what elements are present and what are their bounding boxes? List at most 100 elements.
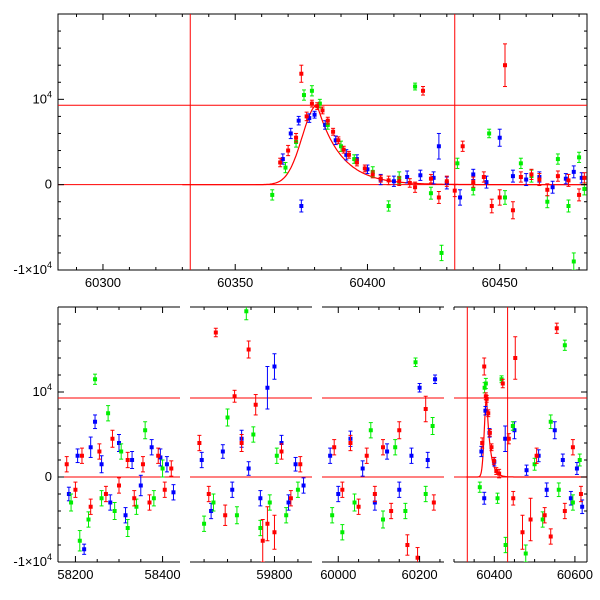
data-point-green [251, 426, 256, 443]
data-point-blue [405, 170, 410, 184]
data-point-red [407, 178, 412, 188]
data-point-green [532, 457, 537, 471]
data-point-green [439, 244, 444, 262]
marker [336, 492, 341, 496]
data-point-blue [158, 448, 163, 467]
marker [158, 455, 163, 460]
marker [284, 513, 289, 518]
marker [425, 458, 430, 462]
data-point-red [397, 421, 402, 440]
data-point-blue [563, 173, 568, 185]
marker [132, 496, 137, 501]
marker [571, 259, 576, 264]
marker [566, 178, 571, 183]
marker [197, 441, 202, 445]
marker [206, 492, 211, 496]
marker [563, 176, 568, 181]
marker [330, 513, 335, 518]
data-point-green [202, 515, 207, 532]
data-point-red [197, 434, 202, 452]
data-point-blue [497, 128, 502, 147]
marker [518, 161, 523, 166]
data-point-red [484, 394, 489, 403]
data-point-green [93, 373, 98, 385]
marker [534, 453, 539, 458]
data-point-blue [99, 455, 104, 474]
marker [391, 179, 396, 184]
marker [518, 174, 523, 179]
y-tick-label: 104 [33, 382, 52, 399]
data-point-green [386, 200, 391, 212]
marker [433, 377, 438, 382]
marker [486, 411, 491, 416]
marker [582, 175, 587, 180]
data-point-green [548, 414, 553, 430]
data-point-green [577, 453, 582, 467]
marker [315, 104, 320, 109]
data-point-green [267, 494, 272, 511]
marker [202, 521, 207, 526]
marker [296, 118, 301, 123]
marker [340, 487, 345, 492]
marker [372, 500, 377, 505]
marker [272, 364, 277, 369]
data-point-red [489, 198, 494, 214]
marker [301, 483, 306, 488]
marker [570, 445, 575, 450]
data-point-green [503, 190, 508, 205]
data-point-blue [524, 464, 529, 476]
data-point-red [79, 447, 84, 464]
data-point-blue [286, 494, 291, 511]
marker [298, 462, 303, 467]
marker [423, 407, 428, 411]
marker [542, 513, 547, 518]
marker [346, 152, 351, 157]
marker [500, 381, 505, 386]
marker [220, 449, 225, 454]
marker [555, 174, 560, 179]
data-point-red [578, 485, 583, 503]
data-point-red [272, 514, 277, 550]
data-point-red [125, 451, 130, 469]
marker [99, 462, 104, 467]
marker [497, 195, 502, 200]
axis-segment: 60400 60600 [453, 306, 593, 582]
data-point-blue [230, 481, 235, 498]
data-point-green [545, 195, 550, 209]
data-point-blue [149, 439, 154, 456]
data-point-blue [288, 127, 293, 140]
marker [253, 402, 258, 407]
data-point-green [570, 494, 575, 511]
marker [99, 496, 104, 501]
data-point-green [301, 89, 306, 101]
data-point-green [487, 128, 492, 139]
data-point-green [455, 157, 460, 169]
marker [413, 84, 418, 89]
data-point-red [423, 395, 428, 423]
marker [280, 157, 285, 162]
data-point-blue [82, 543, 87, 555]
marker [301, 93, 306, 98]
marker [88, 504, 93, 509]
marker [458, 195, 463, 200]
data-point-red [487, 428, 492, 437]
data-point-red [315, 102, 320, 111]
data-point-red [320, 106, 325, 115]
marker [479, 449, 484, 454]
marker [160, 466, 165, 471]
marker [471, 186, 476, 191]
data-point-green [428, 186, 433, 200]
data-point-green [403, 502, 408, 520]
marker [381, 445, 385, 450]
marker [123, 513, 128, 518]
data-point-green [234, 506, 239, 525]
marker [138, 483, 143, 488]
data-point-red [510, 201, 515, 220]
marker [381, 517, 385, 522]
marker [147, 500, 152, 505]
data-point-red [213, 327, 218, 338]
data-point-green [577, 151, 582, 163]
marker [579, 175, 584, 180]
data-point-red [341, 145, 346, 154]
